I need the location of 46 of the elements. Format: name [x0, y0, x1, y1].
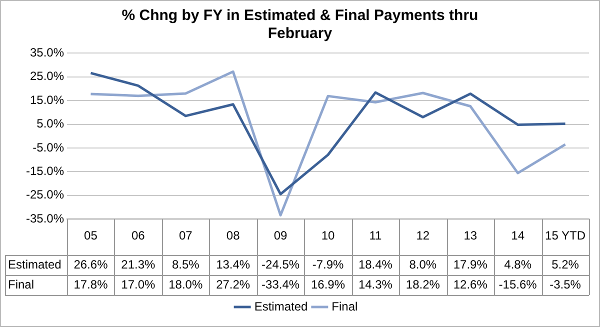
x-tick-label: 09 — [274, 228, 288, 243]
data-label: 17.9% — [453, 257, 488, 272]
x-tick-label: 12 — [416, 228, 430, 243]
data-label: 18.4% — [358, 257, 393, 272]
data-label: 16.9% — [310, 277, 346, 292]
x-tick-label: 05 — [84, 228, 98, 243]
x-tick-label: 14 — [511, 228, 525, 243]
y-tick-label: -25.0% — [26, 188, 64, 202]
data-label: 17.0% — [121, 277, 156, 292]
legend-label: Final — [332, 299, 358, 314]
y-tick-label: -5.0% — [32, 140, 64, 154]
y-tick-label: 35.0% — [30, 46, 64, 60]
text: Estimated — [8, 257, 62, 272]
data-label: 5.2% — [552, 257, 580, 272]
data-label: 13.4% — [216, 257, 250, 272]
data-label: -7.9% — [312, 257, 344, 272]
x-tick-label: 07 — [178, 228, 193, 243]
y-tick-label: -35.0% — [26, 211, 64, 226]
data-label: 21.3% — [121, 257, 156, 272]
x-tick-label: 06 — [132, 228, 146, 243]
data-label: 8.0% — [409, 257, 437, 272]
data-label: 26.6% — [74, 257, 108, 272]
x-tick-label: 15 YTD — [545, 228, 586, 243]
y-tick-label: 15.0% — [30, 92, 64, 107]
data-label: -24.5% — [262, 257, 300, 272]
x-tick-label: 10 — [321, 228, 335, 243]
y-tick-label: -15.0% — [26, 164, 64, 178]
data-label: 14.3% — [358, 277, 393, 292]
y-tick-label: 25.0% — [30, 69, 64, 84]
x-tick-label: 13 — [464, 228, 478, 243]
data-label: 17.8% — [74, 277, 108, 292]
data-label: 27.2% — [216, 277, 250, 292]
data-label: 8.5% — [172, 257, 200, 272]
data-label: 18.0% — [168, 277, 203, 292]
legend-label: Estimated — [254, 299, 308, 314]
chart-title: % Chng by FY in Estimated & Final Payments thru February — [120, 7, 480, 43]
data-label: 12.6% — [453, 277, 488, 292]
x-tick-label: 11 — [369, 228, 382, 243]
y-tick-label: 5.0% — [36, 116, 64, 131]
data-label: -3.5% — [550, 277, 582, 292]
data-label: 18.2% — [406, 277, 440, 292]
data-label: 4.8% — [504, 257, 532, 272]
text: Final — [8, 277, 34, 292]
x-tick-label: 08 — [226, 228, 240, 243]
data-label: -15.6% — [498, 277, 538, 292]
data-label: -33.4% — [262, 277, 300, 292]
